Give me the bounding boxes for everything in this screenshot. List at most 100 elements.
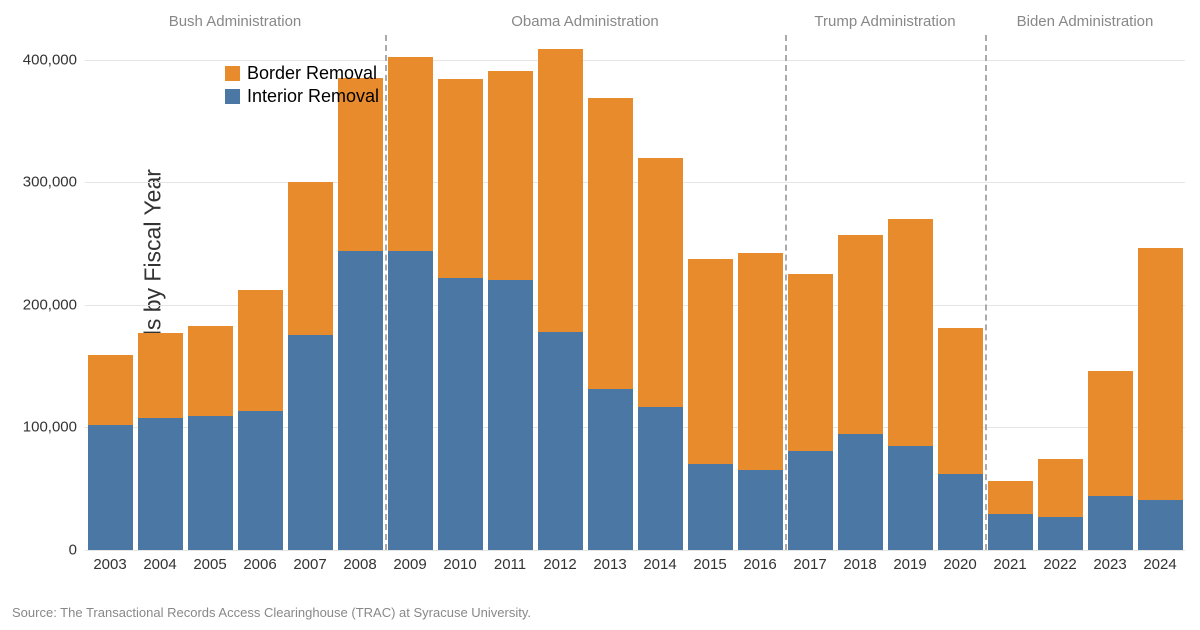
bar-segment-border [688,259,733,464]
y-tick-label: 0 [69,542,85,559]
x-tick-label: 2005 [193,550,226,573]
x-tick-label: 2018 [843,550,876,573]
bar-segment-interior [338,251,383,550]
bar-segment-border [938,328,983,474]
legend-label: Interior Removal [247,86,379,107]
x-tick-label: 2009 [393,550,426,573]
bar-segment-border [288,182,333,335]
administration-label: Trump Administration [814,13,955,30]
x-tick-label: 2006 [243,550,276,573]
bar-group [1038,35,1083,550]
bar-segment-border [488,71,533,281]
bar-group [588,35,633,550]
bar-group [788,35,833,550]
bar-segment-border [1138,248,1183,499]
bar-segment-interior [388,251,433,550]
x-tick-label: 2024 [1143,550,1176,573]
bar-segment-interior [688,464,733,550]
bar-group [288,35,333,550]
bar-segment-border [88,355,133,425]
bar-group [838,35,883,550]
administration-label: Obama Administration [511,13,659,30]
bar-group [1088,35,1133,550]
bar-group [988,35,1033,550]
bar-segment-interior [438,278,483,550]
bar-segment-interior [188,416,233,550]
bar-segment-border [238,290,283,411]
bar-group [688,35,733,550]
bar-segment-border [788,274,833,451]
legend: Border RemovalInterior Removal [225,63,379,109]
bar-segment-interior [538,332,583,550]
x-tick-label: 2021 [993,550,1026,573]
bar-segment-border [1038,459,1083,517]
bar-group [738,35,783,550]
x-tick-label: 2010 [443,550,476,573]
bar-group [138,35,183,550]
bar-segment-border [738,253,783,470]
x-tick-label: 2004 [143,550,176,573]
chart-container: Removals by Fiscal Year 0100,000200,0003… [85,15,1185,575]
bar-segment-border [538,49,583,332]
x-tick-label: 2014 [643,550,676,573]
legend-item-interior: Interior Removal [225,86,379,107]
bar-group [538,35,583,550]
x-tick-label: 2020 [943,550,976,573]
x-tick-label: 2019 [893,550,926,573]
x-tick-label: 2007 [293,550,326,573]
y-tick-label: 400,000 [23,51,85,68]
x-tick-label: 2008 [343,550,376,573]
bar-segment-border [988,481,1033,514]
bar-segment-border [1088,371,1133,496]
x-tick-label: 2011 [494,550,526,573]
source-text: Source: The Transactional Records Access… [12,605,531,620]
bar-segment-interior [1138,500,1183,550]
x-tick-label: 2023 [1093,550,1126,573]
bar-segment-border [138,333,183,418]
bar-segment-interior [238,411,283,550]
administration-divider [785,35,787,550]
bar-segment-border [638,158,683,407]
x-tick-label: 2003 [93,550,126,573]
bar-segment-border [438,79,483,278]
bar-segment-interior [638,407,683,550]
x-tick-label: 2022 [1043,550,1076,573]
bar-group [638,35,683,550]
bar-segment-interior [738,470,783,550]
legend-label: Border Removal [247,63,377,84]
bar-segment-interior [838,434,883,550]
bar-segment-border [588,98,633,390]
bar-group [488,35,533,550]
bar-segment-interior [288,335,333,550]
y-tick-label: 200,000 [23,296,85,313]
bar-segment-interior [88,425,133,550]
bar-segment-interior [1038,517,1083,550]
administration-divider [985,35,987,550]
bar-group [88,35,133,550]
bar-segment-border [388,57,433,251]
x-tick-label: 2013 [593,550,626,573]
administration-label: Bush Administration [169,13,302,30]
bar-segment-interior [988,514,1033,550]
bar-group [888,35,933,550]
x-tick-label: 2015 [693,550,726,573]
y-tick-label: 300,000 [23,174,85,191]
bar-segment-interior [588,389,633,550]
bar-segment-border [838,235,883,434]
x-tick-label: 2012 [543,550,576,573]
legend-item-border: Border Removal [225,63,379,84]
legend-swatch [225,66,240,81]
y-tick-label: 100,000 [23,419,85,436]
x-tick-label: 2017 [793,550,826,573]
bar-segment-interior [488,280,533,550]
administration-divider [385,35,387,550]
bar-segment-interior [888,446,933,550]
bar-segment-border [888,219,933,446]
bar-segment-interior [938,474,983,550]
bar-segment-interior [138,418,183,550]
bar-group [238,35,283,550]
legend-swatch [225,89,240,104]
bar-segment-interior [1088,496,1133,550]
bar-group [388,35,433,550]
bar-group [188,35,233,550]
